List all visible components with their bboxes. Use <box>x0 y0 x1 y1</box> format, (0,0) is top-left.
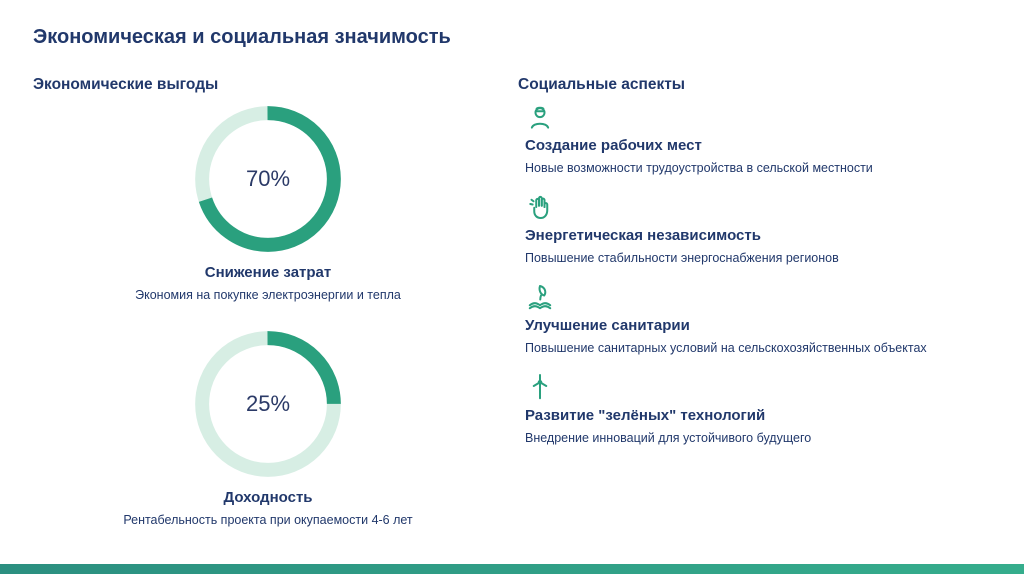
social-aspects-header: Социальные аспекты <box>518 76 686 93</box>
donut-percent-label: 25% <box>245 391 291 416</box>
list-item: Создание рабочих мест Новые возможности … <box>525 102 995 175</box>
worker-icon <box>525 102 555 132</box>
social-aspects-list: Создание рабочих мест Новые возможности … <box>525 102 995 462</box>
social-subtitle: Повышение санитарных условий на сельскох… <box>525 341 927 355</box>
donut-25: 25% <box>192 328 344 480</box>
economic-benefits-header: Экономические выгоды <box>33 76 219 93</box>
list-item: Развитие "зелёных" технологий Внедрение … <box>525 372 995 445</box>
wind-turbine-icon <box>525 372 555 402</box>
social-title: Энергетическая независимость <box>525 227 761 244</box>
social-title: Улучшение санитарии <box>525 317 690 334</box>
social-title: Развитие "зелёных" технологий <box>525 407 766 424</box>
social-subtitle: Внедрение инноваций для устойчивого буду… <box>525 431 812 445</box>
donut-chart-cost-reduction: 70% Снижение затрат Экономия на покупке … <box>88 103 448 302</box>
donut-70-svg <box>195 106 341 252</box>
social-subtitle: Новые возможности трудоустройства в сель… <box>525 161 873 175</box>
donut-percent-label: 70% <box>245 166 291 191</box>
chart-caption: Доходность <box>223 489 313 506</box>
footer-accent-bar <box>0 564 1024 574</box>
leaf-hands-icon <box>525 282 555 312</box>
donut-70: 70% <box>192 103 344 255</box>
social-title: Создание рабочих мест <box>525 137 702 154</box>
donut-value-arc <box>195 106 341 252</box>
list-item: Энергетическая независимость Повышение с… <box>525 192 995 265</box>
page-title: Экономическая и социальная значимость <box>33 26 451 48</box>
list-item: Улучшение санитарии Повышение санитарных… <box>525 282 995 355</box>
chart-caption: Снижение затрат <box>204 264 332 281</box>
donut-25-svg <box>195 331 341 477</box>
social-subtitle: Повышение стабильности энергоснабжения р… <box>525 251 839 265</box>
donut-value-arc <box>195 331 341 477</box>
donut-chart-profitability: 25% Доходность Рентабельность проекта пр… <box>88 328 448 527</box>
raised-hand-icon <box>525 192 555 222</box>
chart-subtitle: Экономия на покупке электроэнергии и теп… <box>135 288 401 302</box>
chart-subtitle: Рентабельность проекта при окупаемости 4… <box>123 513 413 527</box>
